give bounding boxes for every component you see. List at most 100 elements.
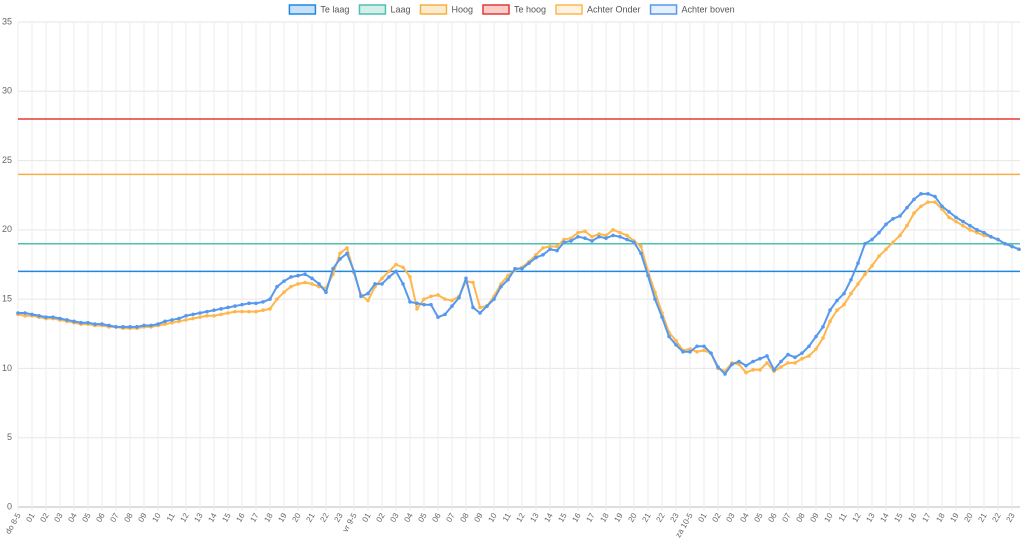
x-tick-label: 05 — [80, 511, 93, 524]
data-point — [233, 309, 237, 314]
data-point — [933, 194, 937, 199]
x-tick-label: 23 — [1004, 511, 1017, 524]
data-point — [618, 234, 622, 239]
legend-item[interactable]: Te laag — [288, 4, 349, 15]
data-point — [72, 319, 76, 324]
data-point — [170, 320, 174, 325]
data-point — [940, 204, 944, 209]
data-point — [954, 219, 958, 224]
data-point — [394, 262, 398, 267]
x-tick-label: 22 — [990, 511, 1003, 524]
data-point — [632, 240, 636, 245]
data-point — [499, 284, 503, 289]
legend-item[interactable]: Laag — [358, 4, 410, 15]
x-tick-label: do 8-5 — [4, 511, 23, 536]
data-point — [884, 222, 888, 227]
data-point — [639, 251, 643, 256]
data-point — [779, 359, 783, 364]
x-tick-label: 13 — [192, 511, 205, 524]
data-point — [583, 229, 587, 234]
legend-swatch — [555, 4, 583, 15]
data-point — [639, 244, 643, 249]
data-point — [366, 298, 370, 303]
data-point — [912, 197, 916, 202]
data-point — [380, 276, 384, 281]
data-point — [37, 313, 41, 318]
x-tick-label: 07 — [108, 511, 121, 524]
data-point — [219, 307, 223, 311]
data-point — [429, 294, 433, 299]
y-tick-label: 30 — [2, 86, 12, 96]
data-point — [618, 230, 622, 235]
data-point — [751, 359, 755, 364]
data-point — [443, 297, 447, 301]
data-point — [275, 297, 279, 301]
data-point — [79, 320, 83, 325]
x-tick-label: 20 — [290, 511, 303, 524]
series-line — [17, 201, 1020, 374]
data-point — [128, 325, 132, 329]
legend-item[interactable]: Hoog — [419, 4, 473, 15]
data-point — [765, 354, 769, 358]
x-tick-label: 16 — [234, 511, 247, 524]
data-point — [947, 210, 951, 214]
data-point — [415, 301, 419, 306]
data-point — [289, 284, 293, 289]
data-point — [786, 352, 790, 357]
data-point — [709, 351, 713, 355]
data-point — [765, 361, 769, 365]
data-point — [786, 361, 790, 365]
data-point — [961, 219, 965, 224]
legend-item[interactable]: Achter boven — [649, 4, 735, 15]
x-tick-label: 21 — [304, 511, 317, 524]
data-point — [219, 312, 223, 317]
data-point — [569, 236, 573, 240]
x-tick-label: 06 — [430, 511, 443, 524]
data-point — [387, 275, 391, 279]
data-point — [387, 269, 391, 274]
data-point — [114, 325, 118, 329]
data-point — [604, 233, 608, 238]
x-tick-label: vr 9-5 — [341, 511, 359, 534]
x-tick-label: 03 — [52, 511, 65, 524]
legend-swatch — [649, 4, 678, 15]
x-tick-label: 04 — [402, 511, 415, 524]
data-point — [597, 232, 601, 236]
data-point — [947, 215, 951, 220]
data-point — [569, 239, 573, 243]
data-point — [737, 362, 741, 367]
x-tick-label: 16 — [570, 511, 583, 524]
data-point — [233, 304, 237, 308]
y-tick-label: 0 — [7, 501, 12, 511]
legend-item[interactable]: Te hoog — [482, 4, 546, 15]
data-point — [674, 343, 678, 347]
data-point — [324, 290, 328, 295]
x-tick-label: 23 — [332, 511, 345, 524]
data-point — [408, 300, 412, 304]
data-point — [247, 309, 251, 314]
data-point — [793, 355, 797, 360]
data-point — [576, 234, 580, 239]
data-point — [982, 230, 986, 235]
x-tick-label: 15 — [892, 511, 905, 524]
x-tick-label: 07 — [444, 511, 457, 524]
x-tick-label: 04 — [66, 511, 79, 524]
data-point — [667, 334, 671, 339]
data-point — [989, 234, 993, 239]
x-tick-label: 02 — [374, 511, 387, 524]
data-point — [282, 290, 286, 295]
data-point — [702, 344, 706, 349]
data-point — [492, 297, 496, 301]
x-tick-label: 17 — [584, 511, 597, 524]
data-point — [163, 319, 167, 324]
legend-item[interactable]: Achter Onder — [555, 4, 641, 15]
x-tick-label: 12 — [850, 511, 863, 524]
legend-swatch — [358, 4, 387, 15]
x-tick-label: 11 — [837, 511, 849, 523]
data-point — [849, 291, 853, 296]
x-tick-label: 16 — [906, 511, 919, 524]
x-tick-label: 17 — [920, 511, 933, 524]
data-point — [65, 318, 69, 322]
data-point — [16, 311, 20, 315]
